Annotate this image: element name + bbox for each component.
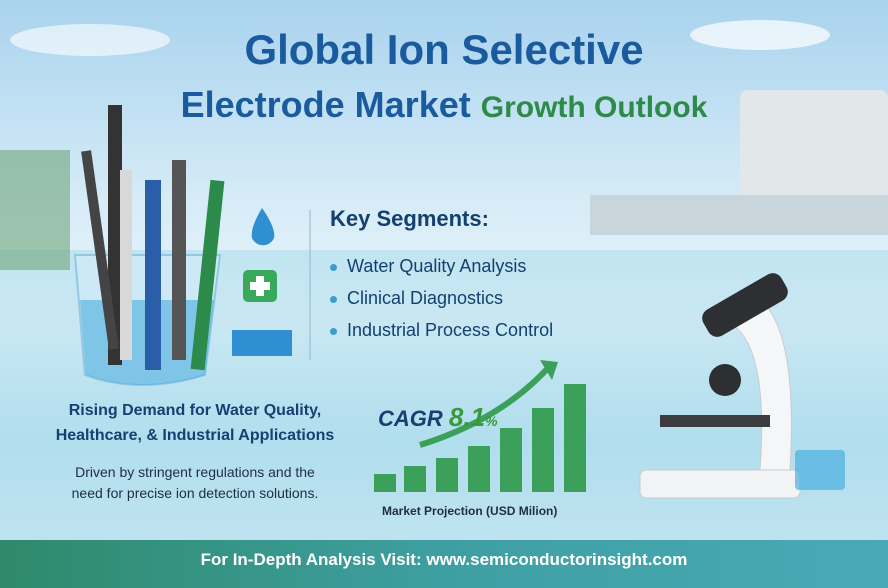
cross [250, 276, 270, 296]
growth-arrow [419, 365, 551, 448]
footer: For In-Depth Analysis Visit: www.semicon… [0, 550, 888, 570]
cagr: CAGR 8.1% [378, 402, 498, 433]
cagr-label: CAGR [378, 406, 443, 431]
segments-heading: Key Segments: [330, 206, 489, 231]
trees [0, 150, 70, 270]
demand-line: Rising Demand for Water Quality, [68, 402, 322, 419]
description-line: Driven by stringent regulations and the [75, 464, 315, 480]
growth-bars [374, 384, 586, 492]
segment-item: Clinical Diagnostics [330, 288, 503, 309]
electrodes [81, 105, 225, 371]
title-main: Electrode Market [180, 84, 471, 125]
chart-caption: Market Projection (USD Milion) [382, 504, 558, 518]
cloud [10, 24, 170, 56]
water-drop-icon [251, 208, 275, 246]
tank [740, 90, 888, 200]
demand-line: Healthcare, & Industrial Applications [55, 427, 335, 444]
plant [590, 195, 888, 235]
footer-link[interactable]: www.semiconductorinsight.com [426, 550, 688, 569]
cagr-unit: % [485, 413, 498, 429]
flask [795, 450, 845, 490]
segment-item: Industrial Process Control [330, 320, 553, 341]
arrowhead [540, 360, 558, 380]
title: Global Ion Selective [244, 26, 644, 73]
industry-icon [232, 330, 292, 356]
title-accent: Growth Outlook [480, 91, 708, 124]
description-line: need for precise ion detection solutions… [71, 485, 319, 501]
title-line: Electrode Market Growth Outlook [0, 84, 888, 126]
cloud [690, 20, 830, 50]
footer-label: For In-Depth Analysis Visit: [200, 550, 422, 569]
segment-item: Water Quality Analysis [330, 256, 526, 277]
footer-bar [0, 540, 888, 588]
cagr-value: 8.1 [448, 402, 486, 432]
